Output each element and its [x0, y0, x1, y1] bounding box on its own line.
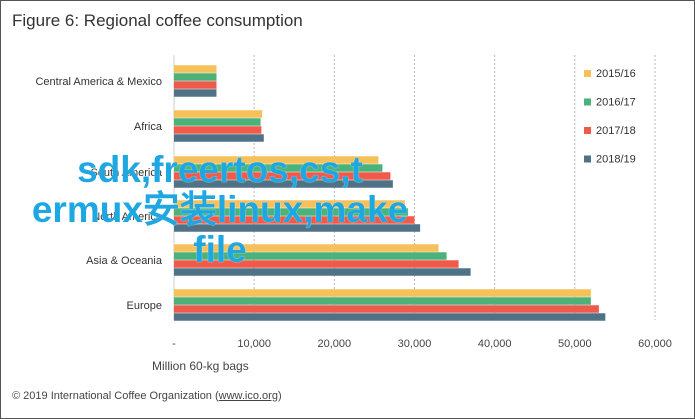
- bar: [174, 313, 606, 321]
- category-label: Europe: [127, 300, 162, 312]
- x-tick-label: -: [172, 338, 176, 350]
- bar: [174, 134, 264, 142]
- category-label: Africa: [134, 121, 163, 133]
- x-tick-label: 60,000: [638, 338, 672, 350]
- legend-label: 2015/16: [596, 68, 636, 80]
- legend-swatch: [584, 70, 591, 77]
- x-tick-label: 50,000: [558, 338, 592, 350]
- copyright-footer: © 2019 International Coffee Organization…: [12, 390, 282, 402]
- x-tick-label: 20,000: [318, 338, 352, 350]
- bar: [174, 81, 217, 89]
- bar: [174, 297, 591, 305]
- x-tick-label: 10,000: [237, 338, 271, 350]
- bar: [174, 156, 379, 164]
- bar: [174, 289, 591, 297]
- bar: [174, 65, 217, 73]
- bar: [174, 118, 261, 126]
- chart-title: Figure 6: Regional coffee consumption: [12, 11, 303, 30]
- watermark-overlay-text: sdk,freertos,cs,t ermux安装linux,make file: [31, 149, 409, 270]
- category-label: Central America & Mexico: [35, 76, 162, 88]
- bar: [174, 305, 599, 313]
- bar: [174, 164, 383, 172]
- footer-suffix: ): [277, 390, 282, 402]
- bar: [174, 224, 421, 232]
- bar: [174, 200, 405, 208]
- legend-swatch: [584, 127, 591, 134]
- x-tick-label: 30,000: [398, 338, 432, 350]
- bar: [174, 244, 439, 252]
- bar: [174, 180, 393, 188]
- bar: [174, 208, 409, 216]
- bar: [174, 89, 217, 97]
- bar: [174, 252, 447, 260]
- footer-prefix: © 2019 International Coffee Organization…: [12, 390, 219, 402]
- category-label: North America: [92, 211, 163, 223]
- bar: [174, 126, 262, 134]
- x-tick-label: 40,000: [478, 338, 512, 350]
- bar: [174, 110, 263, 118]
- bar: [174, 172, 391, 180]
- legend-swatch: [584, 155, 591, 163]
- x-axis-title: Million 60-kg bags: [152, 359, 249, 373]
- bar: [174, 268, 471, 276]
- category-label: Asia & Oceania: [86, 255, 163, 267]
- category-label: South America: [90, 167, 162, 179]
- bar: [174, 260, 459, 268]
- legend-label: 2018/19: [596, 154, 636, 166]
- legend-swatch: [584, 98, 591, 106]
- footer-link[interactable]: www.ico.org: [218, 390, 278, 402]
- legend-label: 2017/18: [596, 125, 636, 137]
- bar: [174, 216, 415, 224]
- bar: [174, 73, 217, 81]
- legend-label: 2016/17: [596, 97, 636, 109]
